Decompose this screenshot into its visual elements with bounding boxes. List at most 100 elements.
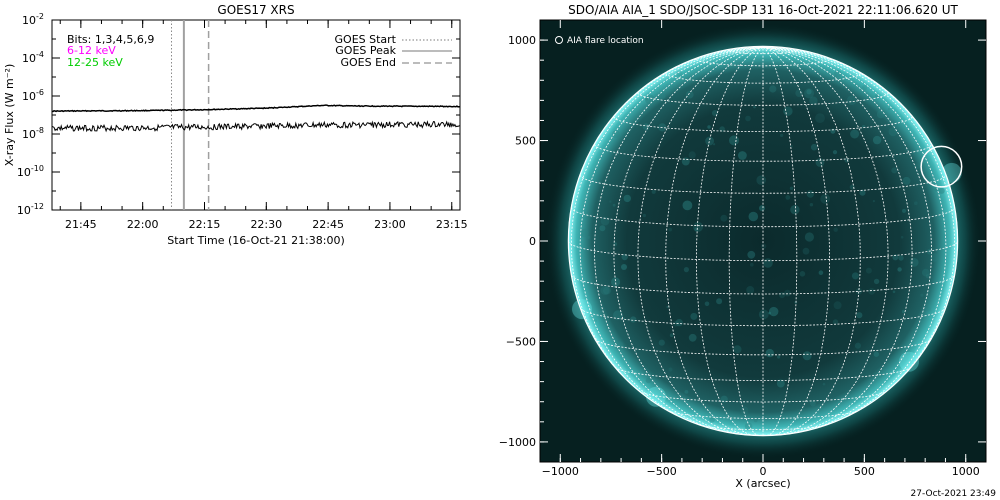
latitude-line	[696, 58, 830, 67]
goes-bits-annotation: Bits: 1,3,4,5,6,9	[67, 33, 154, 46]
flare-legend-symbol	[555, 36, 563, 44]
surface-speck	[645, 377, 652, 384]
goes-x-axis: 21:45 22:00 22:15 22:30 22:45 23:00 23:15	[59, 20, 468, 231]
surface-speck	[902, 176, 911, 185]
surface-speck	[872, 200, 876, 203]
surface-speck	[621, 253, 628, 261]
surface-speck	[666, 305, 669, 309]
latitude-line	[667, 410, 859, 419]
surface-speck	[716, 298, 723, 305]
goes-event-markers	[171, 20, 210, 210]
aia-x-axis: −1000 −500 0 500 1000	[542, 20, 980, 478]
surface-speck	[740, 406, 749, 415]
longitude-line	[728, 47, 764, 436]
surface-speck	[735, 59, 741, 66]
longitude-line	[762, 47, 798, 436]
surface-speck	[856, 312, 863, 319]
aia-y-tick-label-2: 0	[529, 235, 536, 248]
surface-speck	[830, 128, 836, 134]
solar-limb-outline	[567, 45, 959, 437]
surface-speck	[684, 390, 689, 394]
surface-speck	[810, 143, 818, 151]
latitude-line	[594, 144, 932, 162]
goes-y-axis-label: X-ray Flux (W m⁻²)	[3, 64, 16, 166]
surface-speck	[765, 348, 774, 358]
goes-y-tick-label-5: 10-2	[22, 12, 44, 27]
legend-goes-start: GOES Start	[335, 33, 397, 46]
surface-speck	[587, 235, 591, 239]
surface-speck	[861, 84, 868, 91]
surface-speck	[603, 286, 611, 295]
aia-image-panel: SDO/AIA AIA_1 SDO/JSOC-SDP 131 16-Oct-20…	[499, 3, 987, 490]
surface-speck	[925, 274, 930, 279]
surface-speck	[768, 311, 771, 315]
surface-speck	[909, 258, 919, 267]
surface-speck	[729, 135, 739, 146]
legend-goes-peak: GOES Peak	[335, 44, 396, 57]
surface-speck	[688, 151, 696, 159]
latitude-line	[568, 240, 958, 262]
goes-y-tick-label-1: 10-10	[17, 164, 44, 179]
surface-speck	[769, 85, 777, 93]
surface-speck	[580, 228, 589, 238]
surface-speck	[621, 264, 627, 270]
surface-speck	[685, 90, 694, 99]
latitude-line	[614, 366, 912, 381]
surface-speck	[854, 342, 862, 349]
surface-speck	[622, 317, 626, 320]
surface-speck	[705, 136, 714, 146]
surface-speck	[600, 285, 610, 295]
latitude-line	[594, 338, 932, 356]
surface-speck	[780, 133, 784, 137]
goes-x-tick-label-2: 22:15	[189, 218, 221, 231]
goes-x-tick-label-3: 22:30	[250, 218, 282, 231]
surface-speck	[887, 107, 891, 111]
surface-speck	[645, 97, 648, 101]
aia-x-tick-label-0: −1000	[542, 465, 579, 478]
surface-speck	[921, 268, 930, 277]
surface-speck	[879, 369, 887, 377]
surface-speck	[713, 143, 716, 146]
surface-speck	[892, 290, 896, 294]
surface-speck	[926, 306, 931, 312]
surface-speck	[849, 184, 855, 190]
surface-speck	[804, 232, 815, 242]
surface-speck	[913, 163, 921, 170]
surface-speck	[720, 214, 728, 222]
surface-speck	[810, 400, 816, 407]
surface-speck	[802, 351, 812, 361]
aia-chart-title: SDO/AIA AIA_1 SDO/JSOC-SDP 131 16-Oct-20…	[568, 3, 958, 17]
surface-speck	[872, 135, 882, 145]
surface-speck	[789, 186, 794, 190]
legend-goes-end: GOES End	[340, 56, 396, 69]
surface-speck	[681, 157, 690, 166]
goes-y-tick-label-4: 10-4	[22, 50, 44, 65]
surface-speck	[707, 125, 711, 129]
latitude-line	[638, 390, 888, 403]
surface-speck	[785, 195, 791, 200]
surface-speck	[892, 254, 899, 261]
surface-speck	[763, 258, 773, 268]
surface-speck	[914, 201, 918, 205]
longitude-line	[762, 47, 831, 436]
goes-y-tick-label-3: 10-6	[22, 88, 44, 103]
surface-speck	[850, 129, 860, 139]
surface-speck	[888, 127, 898, 137]
bright-region-1	[899, 351, 919, 372]
surface-speck	[804, 88, 814, 99]
goes-series-high-energy	[52, 120, 460, 133]
goes-marker-legend: GOES Start GOES Peak GOES End	[335, 33, 452, 69]
surface-speck	[891, 167, 898, 174]
surface-speck	[709, 416, 715, 423]
surface-speck	[613, 310, 623, 321]
surface-speck	[806, 89, 812, 95]
aia-y-tick-label-0: −1000	[499, 436, 536, 449]
surface-speck	[672, 320, 679, 327]
longitude-line	[762, 47, 956, 408]
surface-speck	[750, 262, 754, 267]
surface-speck	[693, 221, 704, 232]
surface-speck	[855, 288, 863, 295]
longitude-line	[613, 47, 764, 435]
surface-speck	[753, 418, 758, 423]
surface-speck	[614, 341, 624, 350]
